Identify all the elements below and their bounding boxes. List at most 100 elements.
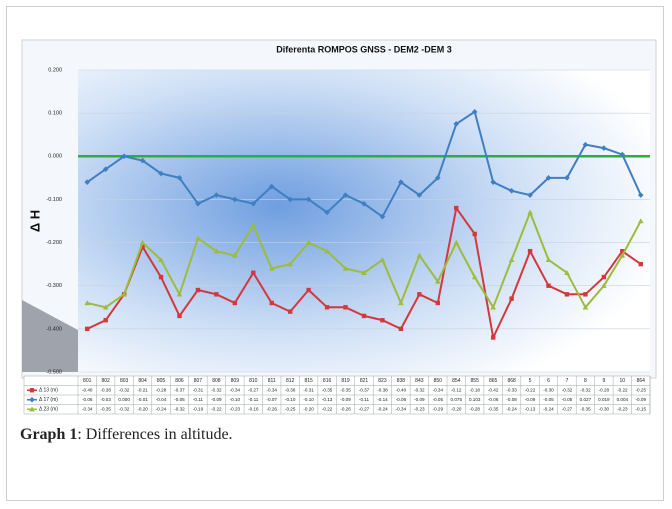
point <box>195 235 201 241</box>
x-tick-label: 804 <box>138 378 147 384</box>
y-tick-label: -0.500 <box>46 369 62 375</box>
point <box>176 291 183 297</box>
point <box>398 179 404 185</box>
table-cell: -0.11 <box>248 397 259 402</box>
table-cell: -0.09 <box>211 397 222 402</box>
point <box>508 257 515 263</box>
y-tick-label: -0.100 <box>46 197 62 203</box>
point <box>527 249 533 254</box>
point <box>232 300 238 306</box>
table-cell: -0.11 <box>359 397 370 402</box>
point <box>232 252 238 258</box>
table-cell: -0.32 <box>211 387 222 392</box>
table-cell: -0.34 <box>396 406 407 411</box>
point <box>583 292 588 297</box>
table-cell: -0.32 <box>174 406 185 411</box>
table-cell: -0.19 <box>193 406 204 411</box>
table-cell: -0.22 <box>322 406 333 411</box>
table-cell: -0.05 <box>174 397 185 402</box>
table-cell: -0.40 <box>396 387 407 392</box>
point <box>398 300 404 306</box>
table-cell: -0.36 <box>285 387 296 392</box>
point <box>29 388 35 393</box>
table-cell: -0.34 <box>230 387 241 392</box>
table-cell: -0.37 <box>174 387 185 392</box>
x-tick-label: 802 <box>102 378 111 384</box>
point <box>85 326 90 332</box>
point <box>638 261 643 267</box>
table-cell: -0.32 <box>562 387 573 392</box>
table-cell: -0.05 <box>562 397 573 402</box>
table-cell: -0.11 <box>193 397 204 402</box>
point <box>268 183 275 190</box>
point <box>490 304 496 310</box>
point <box>213 192 220 198</box>
x-tick-label: 812 <box>286 378 295 384</box>
x-tick-label: 810 <box>249 378 258 384</box>
table-cell: -0.05 <box>543 397 554 402</box>
point <box>177 313 182 319</box>
x-tick-label: 868 <box>507 378 516 384</box>
point <box>545 257 552 263</box>
point <box>251 270 256 275</box>
table-cell: -0.20 <box>137 406 148 411</box>
legend-label: Δ 13 (m) <box>39 388 58 394</box>
point <box>250 222 257 228</box>
table-cell: -0.32 <box>119 406 130 411</box>
table-cell: -0.26 <box>340 406 351 411</box>
table-cell: 0.004 <box>617 397 629 402</box>
point <box>305 239 312 245</box>
table-cell: -0.29 <box>433 406 444 411</box>
point <box>564 269 570 275</box>
table-cell: -0.26 <box>266 406 277 411</box>
point <box>139 157 146 164</box>
point <box>545 175 552 181</box>
point <box>453 121 460 127</box>
x-tick-label: 9 <box>602 378 605 384</box>
point <box>619 151 626 158</box>
point <box>453 239 460 245</box>
table-cell: -0.13 <box>322 397 333 402</box>
point <box>158 257 164 263</box>
chart: Diferenta ROMPOS GNSS - DEM2 -DEM 3 Δ H … <box>21 39 657 415</box>
point <box>324 305 330 310</box>
x-tick-label: 8 <box>584 378 587 384</box>
point <box>195 287 201 293</box>
point <box>471 109 478 115</box>
point <box>527 209 533 215</box>
point <box>269 300 274 306</box>
x-tick-label: 819 <box>341 378 350 384</box>
table-cell: -0.06 <box>396 397 407 402</box>
point <box>601 282 607 288</box>
x-tick-label: 854 <box>452 378 461 384</box>
table-cell: -0.09 <box>525 397 536 402</box>
point <box>121 291 127 297</box>
point <box>121 153 127 160</box>
table-cell: -0.06 <box>488 397 499 402</box>
point <box>139 239 146 245</box>
point <box>84 179 91 185</box>
point <box>490 335 496 340</box>
point <box>140 244 145 250</box>
point <box>490 179 496 185</box>
table-cell: -0.09 <box>636 397 647 402</box>
point <box>195 200 201 207</box>
point <box>416 252 423 258</box>
point <box>527 192 533 198</box>
table-cell: -0.03 <box>100 397 111 402</box>
x-tick-label: 865 <box>489 378 498 384</box>
point <box>250 200 257 207</box>
y-tick-label: -0.200 <box>46 240 62 246</box>
table-cell: -0.27 <box>562 406 573 411</box>
table-cell: -0.10 <box>230 397 241 402</box>
table-cell: -0.35 <box>100 406 111 411</box>
y-tick-label: 0.100 <box>48 111 62 117</box>
plot-area <box>78 70 650 372</box>
x-tick-label: 843 <box>415 378 424 384</box>
x-tick-label: 807 <box>194 378 203 384</box>
point <box>232 196 238 203</box>
table-cell: -0.13 <box>525 406 536 411</box>
point <box>305 196 312 203</box>
y-tick-label: -0.300 <box>46 283 62 289</box>
table-cell: -0.05 <box>433 397 444 402</box>
